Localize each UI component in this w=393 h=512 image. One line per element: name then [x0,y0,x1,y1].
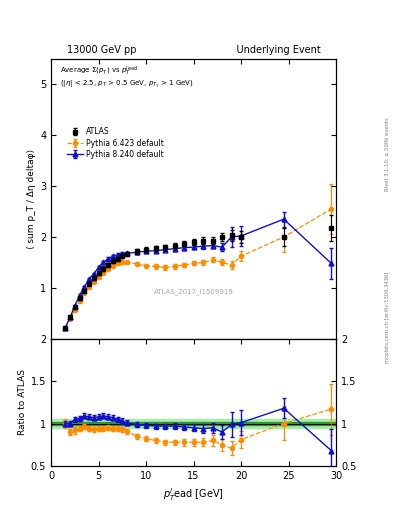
Bar [51,422,336,425]
Text: ATLAS_2017_I1509919: ATLAS_2017_I1509919 [154,288,233,294]
Text: Average $\Sigma(p_T)$ vs $p_T^{\rm lead}$
($|\eta|$ < 2.5, $p_T$ > 0.5 GeV, $p_{: Average $\Sigma(p_T)$ vs $p_T^{\rm lead}… [60,65,193,90]
Y-axis label: ⟨ sum p_T / Δη deltaφ⟩: ⟨ sum p_T / Δη deltaφ⟩ [27,149,36,249]
Legend: ATLAS, Pythia 6.423 default, Pythia 8.240 default: ATLAS, Pythia 6.423 default, Pythia 8.24… [63,124,167,162]
Text: mcplots.cern.ch [arXiv:1306.3436]: mcplots.cern.ch [arXiv:1306.3436] [385,272,390,363]
Title: 13000 GeV pp                                Underlying Event: 13000 GeV pp Underlying Event [67,46,320,55]
X-axis label: $p_T^l$ead [GeV]: $p_T^l$ead [GeV] [163,486,224,503]
Y-axis label: Ratio to ATLAS: Ratio to ATLAS [18,369,27,435]
Bar [51,419,336,428]
Text: Rivet 3.1.10, ≥ 500k events: Rivet 3.1.10, ≥ 500k events [385,117,390,190]
